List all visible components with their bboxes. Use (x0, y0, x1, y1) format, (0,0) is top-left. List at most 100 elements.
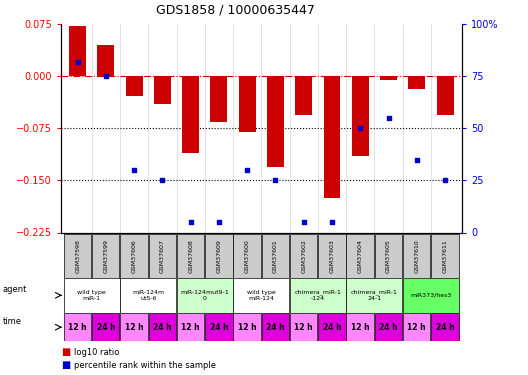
Text: GSM37606: GSM37606 (131, 239, 137, 273)
Text: GSM37599: GSM37599 (103, 239, 108, 273)
Text: 12 h: 12 h (68, 322, 87, 332)
Bar (352, 76, 369, 156)
Text: GSM37603: GSM37603 (329, 239, 335, 273)
Text: GSM37608: GSM37608 (188, 239, 193, 273)
Bar (290, 278, 346, 313)
Bar (375, 234, 402, 278)
Text: percentile rank within the sample: percentile rank within the sample (74, 361, 216, 370)
Text: chimera_miR-1
24-1: chimera_miR-1 24-1 (351, 290, 398, 301)
Text: GSM37598: GSM37598 (75, 239, 80, 273)
Bar (262, 313, 289, 341)
Bar (205, 313, 232, 341)
Point (356, 125, 364, 132)
Bar (318, 313, 345, 341)
Bar (177, 313, 204, 341)
Bar (262, 234, 289, 278)
Point (158, 177, 167, 183)
Text: 12 h: 12 h (408, 322, 426, 332)
Bar (295, 76, 312, 115)
Bar (126, 76, 143, 96)
Text: chimera_miR-1
-124: chimera_miR-1 -124 (295, 290, 341, 301)
Text: GSM37611: GSM37611 (442, 239, 448, 273)
Bar (437, 76, 454, 115)
Point (215, 219, 223, 225)
Text: 24 h: 24 h (97, 322, 115, 332)
Bar (177, 234, 204, 278)
Bar (120, 313, 148, 341)
Bar (346, 313, 374, 341)
Text: 12 h: 12 h (295, 322, 313, 332)
Text: 24 h: 24 h (436, 322, 455, 332)
Bar (431, 234, 459, 278)
Text: miR-124mut9-1
0: miR-124mut9-1 0 (181, 290, 229, 301)
Text: 24 h: 24 h (379, 322, 398, 332)
Point (441, 177, 449, 183)
Text: GSM37601: GSM37601 (273, 239, 278, 273)
Text: 12 h: 12 h (182, 322, 200, 332)
Point (186, 219, 195, 225)
Bar (346, 234, 374, 278)
Point (299, 219, 308, 225)
Bar (211, 76, 228, 122)
Bar (403, 313, 430, 341)
Text: GSM37602: GSM37602 (301, 239, 306, 273)
Text: log10 ratio: log10 ratio (74, 348, 119, 357)
Bar (408, 76, 425, 89)
Bar (233, 313, 261, 341)
Text: ■: ■ (61, 360, 70, 370)
Text: ■: ■ (61, 347, 70, 357)
Bar (403, 234, 430, 278)
Point (384, 115, 393, 121)
Text: time: time (3, 317, 22, 326)
Bar (98, 45, 115, 76)
Bar (64, 278, 120, 313)
Bar (120, 234, 148, 278)
Point (243, 167, 251, 173)
Bar (120, 278, 176, 313)
Bar (290, 313, 317, 341)
Text: GSM37607: GSM37607 (160, 239, 165, 273)
Text: GSM37610: GSM37610 (414, 239, 419, 273)
Bar (290, 234, 317, 278)
Text: 12 h: 12 h (125, 322, 144, 332)
Bar (64, 313, 91, 341)
Bar (239, 76, 256, 132)
Text: wild type
miR-124: wild type miR-124 (247, 290, 276, 301)
Bar (92, 234, 119, 278)
Point (412, 157, 421, 163)
Text: wild type
miR-1: wild type miR-1 (78, 290, 106, 301)
Text: GSM37605: GSM37605 (386, 239, 391, 273)
Text: GDS1858 / 10000635447: GDS1858 / 10000635447 (156, 4, 314, 17)
Text: 12 h: 12 h (238, 322, 257, 332)
Bar (380, 76, 397, 80)
Bar (148, 313, 176, 341)
Text: GSM37604: GSM37604 (358, 239, 363, 273)
Text: GSM37600: GSM37600 (245, 239, 250, 273)
Bar (431, 313, 459, 341)
Bar (375, 313, 402, 341)
Point (130, 167, 138, 173)
Bar (177, 278, 233, 313)
Bar (154, 76, 171, 104)
Bar (324, 76, 341, 198)
Text: 12 h: 12 h (351, 322, 370, 332)
Text: 24 h: 24 h (323, 322, 341, 332)
Bar (318, 234, 345, 278)
Point (328, 219, 336, 225)
Bar (148, 234, 176, 278)
Bar (267, 76, 284, 166)
Text: GSM37609: GSM37609 (216, 239, 221, 273)
Bar (92, 313, 119, 341)
Bar (403, 278, 459, 313)
Bar (233, 234, 261, 278)
Bar (346, 278, 402, 313)
Bar (69, 26, 86, 76)
Bar (233, 278, 289, 313)
Point (271, 177, 280, 183)
Point (73, 59, 82, 65)
Text: miR373/hes3: miR373/hes3 (410, 293, 451, 298)
Text: 24 h: 24 h (153, 322, 172, 332)
Text: 24 h: 24 h (210, 322, 228, 332)
Point (102, 74, 110, 80)
Bar (64, 234, 91, 278)
